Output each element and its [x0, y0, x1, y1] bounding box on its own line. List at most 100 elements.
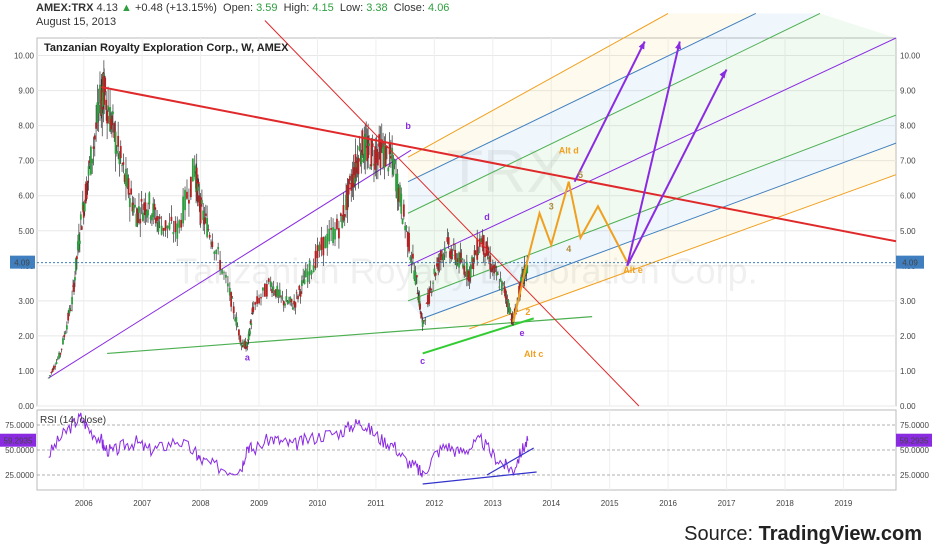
candle-body: [526, 264, 529, 274]
candle-body: [506, 301, 509, 307]
price-candles: [47, 60, 529, 379]
rsi-tick-label-left: 75.0000: [5, 421, 34, 430]
candle-body: [62, 338, 64, 345]
candle-body: [172, 232, 175, 235]
time-tick-label: 2017: [718, 499, 736, 508]
candle-body: [493, 264, 495, 274]
candle-body: [277, 291, 280, 296]
candle-body: [286, 301, 289, 304]
rsi-title: RSI (14, close): [40, 415, 107, 426]
candle-body: [250, 323, 253, 326]
candle-body: [471, 256, 473, 263]
candle-body: [50, 372, 53, 373]
candle-body: [438, 261, 441, 263]
time-tick-label: 2009: [250, 499, 268, 508]
time-tick-label: 2008: [192, 499, 210, 508]
candle-body: [342, 205, 345, 221]
candle-body: [245, 342, 248, 347]
candle-body: [420, 313, 423, 317]
candle-body: [97, 104, 100, 114]
candle-body: [363, 136, 366, 161]
orange-projection: [512, 181, 629, 323]
candle-body: [314, 250, 317, 269]
pitchfork-line: [407, 114, 897, 302]
rsi-tick-label-right: 75.0000: [900, 421, 929, 430]
candle-body: [208, 234, 211, 238]
candle-body: [336, 218, 338, 230]
candle-body: [339, 213, 342, 217]
candle-body: [424, 319, 427, 321]
candle-body: [451, 254, 454, 256]
candle-body: [219, 260, 221, 270]
candle-body: [249, 330, 251, 335]
candle-body: [249, 320, 252, 325]
candle-body: [294, 302, 297, 308]
candle-body: [251, 313, 253, 314]
candle-body: [330, 228, 333, 230]
candle-body: [354, 154, 357, 178]
candle-body: [395, 173, 397, 192]
candle-body: [236, 326, 239, 327]
candle-body: [55, 361, 58, 364]
high-value: 4.15: [312, 2, 334, 14]
candle-body: [462, 264, 464, 268]
candle-body: [356, 160, 359, 174]
rsi-trendline: [486, 447, 535, 476]
candle-body: [491, 265, 494, 268]
close-label: Close:: [393, 2, 425, 14]
candle-body: [107, 105, 109, 110]
candle-body: [158, 216, 161, 219]
candle-body: [87, 166, 90, 176]
chart-title: Tanzanian Royalty Exploration Corp., W, …: [44, 42, 289, 54]
candle-body: [127, 178, 130, 195]
candle-body: [113, 123, 116, 138]
candle-body: [414, 271, 417, 285]
wave-label-3: 3: [549, 202, 554, 212]
candle-body: [285, 296, 288, 302]
candle-body: [164, 220, 167, 231]
candle-body: [480, 238, 483, 243]
candle-body: [465, 261, 468, 277]
time-tick-label: 2018: [776, 499, 794, 508]
candle-body: [80, 226, 83, 230]
candle-body: [509, 309, 512, 312]
candle-body: [518, 286, 520, 299]
candle-body: [112, 111, 114, 115]
candle-body: [362, 159, 365, 162]
candle-body: [406, 231, 409, 247]
candle-body: [357, 157, 360, 175]
candle-body: [197, 183, 199, 191]
candle-body: [368, 143, 371, 146]
candle-body: [72, 285, 74, 287]
candle-body: [73, 282, 75, 292]
candle-body: [500, 280, 503, 292]
candle-body: [405, 226, 408, 228]
candle-body: [468, 271, 471, 282]
candle-body: [197, 181, 200, 185]
candle-body: [502, 282, 505, 284]
candle-body: [65, 325, 68, 330]
candle-body: [89, 146, 92, 175]
candle-body: [306, 271, 309, 283]
candle-body: [122, 162, 125, 165]
candle-body: [238, 329, 240, 336]
candle-body: [204, 213, 207, 216]
candle-body: [168, 222, 171, 230]
red-diagonal-line: [264, 20, 640, 407]
candle-body: [207, 229, 210, 230]
candle-body: [382, 146, 384, 154]
candle-body: [449, 251, 451, 258]
candle-body: [476, 238, 479, 260]
last-price: 4.13: [96, 2, 118, 14]
candle-body: [404, 225, 407, 231]
candle-body: [455, 258, 458, 266]
rsi-tick-label-right: 25.0000: [900, 471, 929, 480]
symbol-name: AMEX:TRX: [36, 2, 94, 14]
candle-body: [202, 210, 205, 221]
candle-body: [96, 102, 99, 123]
watermark-symbol: TRX: [447, 138, 567, 205]
candle-body: [477, 252, 480, 254]
purple-projection-arrow: [573, 41, 646, 183]
source-credit: Source: TradingView.com: [684, 523, 922, 546]
